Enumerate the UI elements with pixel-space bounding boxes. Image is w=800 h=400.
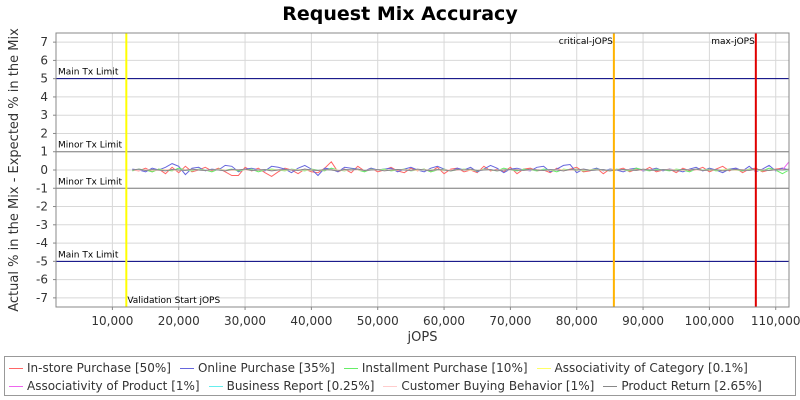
x-tick-label: 110,000 (751, 314, 800, 328)
legend-item: In-store Purchase [50%] (9, 359, 171, 377)
x-tick-label: 10,000 (91, 314, 133, 328)
legend-label: Associativity of Category [0.1%] (554, 361, 748, 375)
y-tick-label: -2 (36, 200, 48, 214)
legend: In-store Purchase [50%] Online Purchase [… (4, 356, 796, 396)
legend-label: Product Return [2.65%] (621, 379, 762, 393)
limit-lines: Main Tx Limit Minor Tx Limit Minor Tx Limi… (56, 68, 789, 262)
legend-swatch (208, 385, 223, 387)
legend-swatch (603, 385, 618, 387)
y-tick-label: 7 (40, 35, 48, 49)
y-tick-label: 0 (40, 163, 48, 177)
y-tick-label: -5 (36, 254, 48, 268)
legend-item: Product Return [2.65%] (603, 377, 762, 395)
legend-label: Online Purchase [35%] (197, 361, 335, 375)
x-tick-label: 50,000 (357, 314, 399, 328)
legend-item: Associativity of Category [0.1%] (536, 359, 748, 377)
legend-swatch (179, 367, 194, 369)
x-tick-label: 100,000 (685, 314, 735, 328)
y-tick-label: -4 (36, 236, 48, 250)
limit-line-label: Minor Tx Limit (58, 177, 123, 187)
y-tick-label: 6 (40, 53, 48, 67)
y-ticks: -7 -6 -5 -4 -3 -2 -1 0 1 2 3 4 5 6 7 (36, 35, 56, 305)
legend-item: Installment Purchase [10%] (343, 359, 528, 377)
x-tick-label: 60,000 (423, 314, 465, 328)
x-tick-label: 30,000 (224, 314, 266, 328)
legend-swatch (383, 385, 398, 387)
y-axis-label: Actual % in the Mix - Expected % in the … (7, 28, 22, 312)
x-tick-label: 80,000 (556, 314, 598, 328)
legend-swatch (9, 385, 23, 387)
x-tick-label: 40,000 (290, 314, 332, 328)
legend-label: Customer Buying Behavior [1%] (401, 379, 595, 393)
series-line-7 (132, 168, 790, 172)
x-tick-label: 90,000 (622, 314, 664, 328)
y-tick-label: 1 (40, 145, 48, 159)
y-tick-label: -7 (36, 291, 48, 305)
x-tick-label: 20,000 (158, 314, 200, 328)
marker-line-label: critical-jOPS (559, 37, 613, 47)
legend-swatch (9, 367, 23, 369)
legend-item: Business Report [0.25%] (208, 377, 375, 395)
limit-line-label: Main Tx Limit (58, 68, 119, 78)
legend-swatch (343, 367, 358, 369)
limit-line-label: Minor Tx Limit (58, 141, 123, 151)
legend-label: In-store Purchase [50%] (27, 361, 171, 375)
y-tick-label: 4 (40, 90, 48, 104)
y-tick-label: 3 (40, 108, 48, 122)
legend-item: Online Purchase [35%] (179, 359, 335, 377)
marker-line-label: max-jOPS (711, 37, 755, 47)
legend-item: Associativity of Product [1%] (9, 377, 200, 395)
legend-label: Installment Purchase [10%] (361, 361, 528, 375)
legend-label: Business Report [0.25%] (226, 379, 375, 393)
legend-swatch (536, 367, 551, 369)
y-tick-label: 2 (40, 126, 48, 140)
y-tick-label: -3 (36, 218, 48, 232)
legend-item: Customer Buying Behavior [1%] (383, 377, 594, 395)
marker-lines: Validation Start jOPS critical-jOPS max-jO… (125, 33, 757, 307)
y-tick-label: 5 (40, 72, 48, 86)
y-tick-label: -1 (36, 181, 48, 195)
chart-title: Request Mix Accuracy (282, 3, 518, 25)
x-axis-label: jOPS (407, 330, 438, 345)
y-tick-label: -6 (36, 273, 48, 287)
limit-line-label: Main Tx Limit (58, 250, 119, 260)
series-layer (132, 161, 790, 177)
marker-line-label: Validation Start jOPS (127, 296, 220, 306)
x-ticks: 10,000 20,000 30,000 40,000 50,000 60,000 70,0… (91, 307, 800, 328)
legend-label: Associativity of Product [1%] (27, 379, 200, 393)
x-tick-label: 70,000 (489, 314, 531, 328)
chart-plot: Main Tx Limit Minor Tx Limit Minor Tx Limi… (7, 28, 800, 345)
